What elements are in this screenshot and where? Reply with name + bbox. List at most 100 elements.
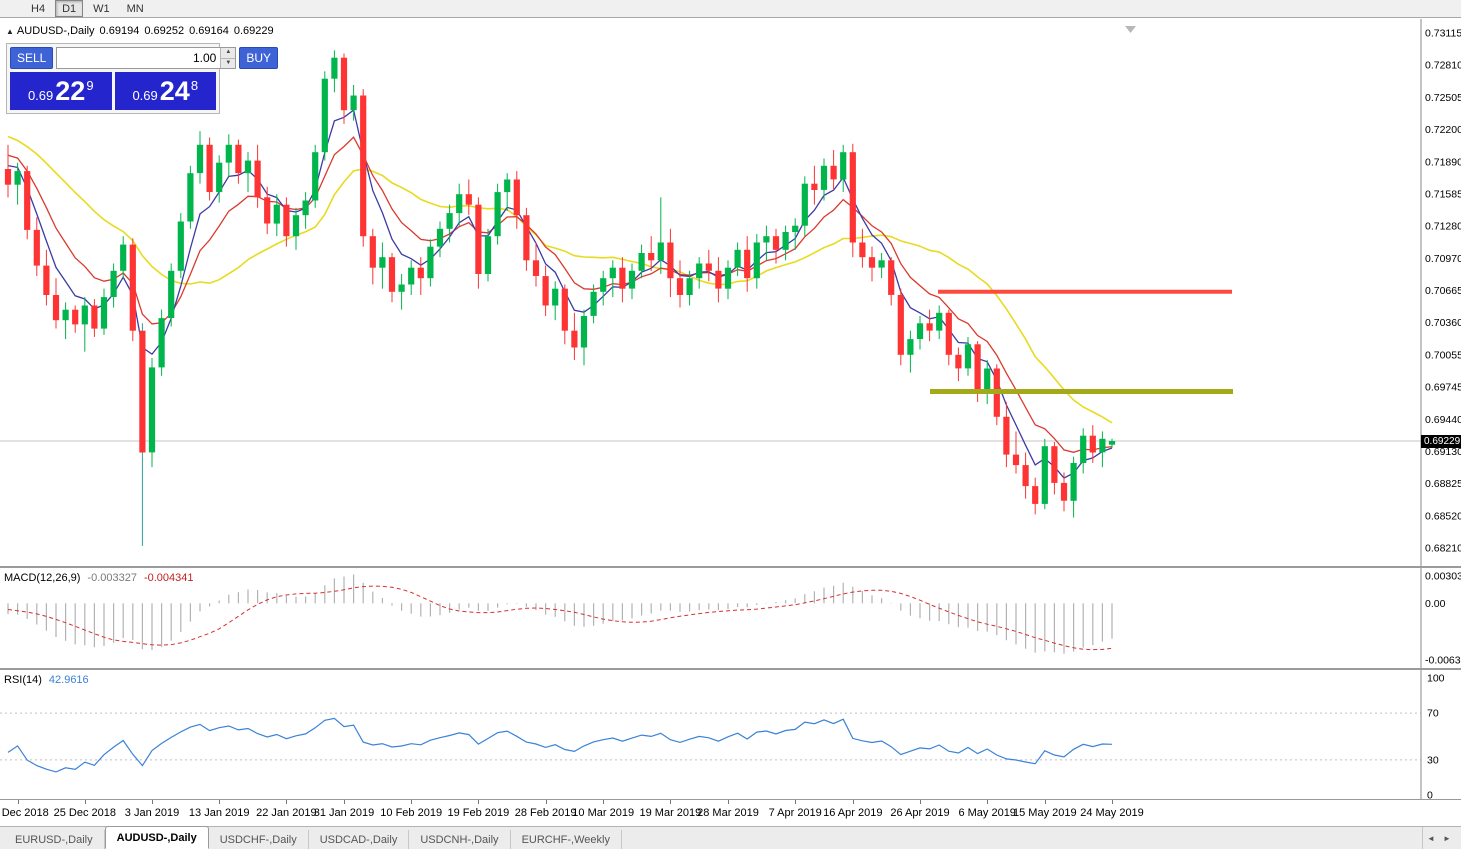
date-axis[interactable]: 16 Dec 2018 25 Dec 2018 3 Jan 2019 13 Jan 2… bbox=[0, 799, 1461, 826]
sell-price-display[interactable]: 0.69 22 9 bbox=[10, 72, 112, 110]
macd-label: MACD(12,26,9) -0.003327 -0.004341 bbox=[4, 572, 194, 584]
svg-text:0.70665: 0.70665 bbox=[1425, 285, 1461, 297]
tab-scroll-controls: ◄ ► bbox=[1422, 827, 1461, 849]
svg-text:0.70970: 0.70970 bbox=[1425, 253, 1461, 265]
ohlc-high: 0.69252 bbox=[144, 25, 185, 37]
svg-text:0.70055: 0.70055 bbox=[1425, 349, 1461, 361]
rsi-line bbox=[7, 717, 1113, 773]
price-chart-canvas[interactable]: 0.73115 0.72810 0.72505 0.72200 0.71890 0.715… bbox=[0, 19, 1461, 566]
macd-axis-labels: 0.003035 0.00 -0.006311 bbox=[1425, 571, 1461, 667]
date-tick bbox=[920, 800, 921, 804]
macd-main-value: -0.003327 bbox=[87, 572, 137, 584]
svg-text:0.72505: 0.72505 bbox=[1425, 92, 1461, 104]
date-label: 28 Mar 2019 bbox=[697, 807, 759, 819]
date-tick bbox=[478, 800, 480, 804]
chart-tab[interactable]: EURCHF-,Weekly bbox=[510, 830, 622, 849]
date-tick bbox=[728, 800, 729, 804]
date-label: 13 Jan 2019 bbox=[188, 807, 250, 819]
svg-text:0.72200: 0.72200 bbox=[1425, 124, 1461, 136]
date-label: 10 Feb 2019 bbox=[380, 807, 443, 819]
svg-text:0.68520: 0.68520 bbox=[1425, 510, 1461, 522]
date-label: 31 Jan 2019 bbox=[313, 807, 375, 819]
bid-price-tag: 0.69229 bbox=[1421, 434, 1461, 448]
chart-symbol-label: AUDUSD-,Daily bbox=[16, 25, 95, 37]
rsi-axis-labels: 100 70 30 0 bbox=[1427, 673, 1445, 800]
ohlc-low: 0.69164 bbox=[189, 25, 229, 37]
chart-tab[interactable]: EURUSD-,Daily bbox=[4, 830, 105, 849]
sell-button[interactable]: SELL bbox=[10, 47, 54, 69]
date-tick bbox=[987, 800, 989, 804]
tab-scroll-right-button[interactable]: ► bbox=[1443, 833, 1451, 843]
volume-down-button[interactable]: ▼ bbox=[221, 58, 236, 68]
svg-text:0.00: 0.00 bbox=[1425, 598, 1446, 610]
date-label: 10 Mar 2019 bbox=[572, 807, 635, 819]
date-tick bbox=[1112, 800, 1113, 804]
date-tick bbox=[17, 800, 19, 804]
date-label: 16 Apr 2019 bbox=[823, 807, 883, 819]
one-click-trade-panel: SELL ▲ ▼ BUY 0.69 22 9 0.69 bbox=[6, 43, 279, 114]
macd-signal-line bbox=[7, 585, 1113, 651]
date-label: 24 May 2019 bbox=[1080, 807, 1144, 819]
ohlc-close: 0.69229 bbox=[233, 25, 274, 37]
date-label: 19 Feb 2019 bbox=[447, 807, 510, 819]
ma-fast-line bbox=[7, 108, 1113, 479]
chart-tab[interactable]: USDCNH-,Daily bbox=[409, 830, 511, 849]
ma-mid-line bbox=[7, 136, 1113, 453]
price-chart-panel[interactable]: 0.73115 0.72810 0.72505 0.72200 0.71890 0.715… bbox=[0, 19, 1461, 566]
date-tick bbox=[344, 800, 345, 804]
timeframe-toolbar: H4 D1 W1 MN bbox=[0, 0, 1461, 18]
date-label: 6 May 2019 bbox=[958, 807, 1016, 819]
volume-field: ▲ ▼ bbox=[56, 47, 237, 69]
date-label: 19 Mar 2019 bbox=[639, 807, 702, 819]
buy-button[interactable]: BUY bbox=[239, 47, 279, 69]
date-label: 28 Feb 2019 bbox=[514, 807, 577, 819]
timeframe-button-d1[interactable]: D1 bbox=[55, 0, 84, 17]
date-tick bbox=[411, 800, 413, 804]
buy-price-pip: 8 bbox=[190, 77, 199, 93]
date-label: 3 Jan 2019 bbox=[124, 807, 180, 819]
date-tick bbox=[84, 800, 86, 804]
svg-text:0.70360: 0.70360 bbox=[1425, 317, 1461, 329]
volume-input[interactable] bbox=[57, 48, 221, 68]
rsi-panel[interactable]: 100 70 30 0 RSI(14) 42.9616 bbox=[0, 668, 1461, 799]
sell-price-big: 22 bbox=[55, 76, 86, 106]
svg-text:0.69440: 0.69440 bbox=[1425, 414, 1461, 426]
svg-text:0.71890: 0.71890 bbox=[1425, 156, 1461, 168]
one-click-collapse-icon[interactable]: ▲ bbox=[6, 27, 14, 36]
timeframe-button-h4[interactable]: H4 bbox=[31, 2, 46, 15]
svg-text:0.003035: 0.003035 bbox=[1425, 571, 1461, 583]
buy-price-display[interactable]: 0.69 24 8 bbox=[114, 72, 216, 110]
ohlc-open: 0.69194 bbox=[99, 25, 140, 37]
svg-text:0: 0 bbox=[1427, 790, 1433, 800]
date-tick bbox=[152, 800, 153, 804]
rsi-label: RSI(14) 42.9616 bbox=[4, 674, 89, 686]
svg-text:30: 30 bbox=[1427, 754, 1439, 766]
macd-name: MACD(12,26,9) bbox=[4, 572, 81, 584]
macd-panel[interactable]: 0.003035 0.00 -0.006311 MACD(12,26,9) -0.00… bbox=[0, 566, 1461, 668]
svg-text:0.71280: 0.71280 bbox=[1425, 221, 1461, 233]
tab-scroll-left-button[interactable]: ◄ bbox=[1427, 833, 1435, 843]
chart-tab[interactable]: USDCAD-,Daily bbox=[308, 830, 410, 849]
svg-text:0.73115: 0.73115 bbox=[1425, 28, 1461, 40]
chart-tab[interactable]: USDCHF-,Daily bbox=[208, 830, 309, 849]
timeframe-button-w1[interactable]: W1 bbox=[93, 2, 110, 15]
svg-text:70: 70 bbox=[1427, 708, 1439, 720]
svg-text:0.72810: 0.72810 bbox=[1425, 60, 1461, 72]
timeframe-button-mn[interactable]: MN bbox=[126, 2, 144, 15]
date-label: 16 Dec 2018 bbox=[0, 807, 49, 819]
date-tick bbox=[545, 800, 547, 804]
date-tick bbox=[286, 800, 288, 804]
rsi-canvas: 100 70 30 0 bbox=[0, 670, 1445, 800]
chart-shift-marker-icon[interactable] bbox=[1125, 26, 1136, 33]
rsi-name: RSI(14) bbox=[4, 674, 42, 686]
volume-up-button[interactable]: ▲ bbox=[221, 48, 236, 59]
sell-price-pip: 9 bbox=[86, 77, 94, 93]
date-label: 7 Apr 2019 bbox=[768, 807, 822, 819]
chart-tab[interactable]: AUDUSD-,Daily bbox=[104, 826, 209, 849]
date-tick bbox=[1044, 800, 1046, 804]
svg-text:0.68825: 0.68825 bbox=[1425, 478, 1461, 490]
svg-text:0.69130: 0.69130 bbox=[1425, 446, 1461, 458]
chart-title: ▲ AUDUSD-,Daily 0.69194 0.69252 0.69164 0.692… bbox=[6, 25, 279, 37]
buy-price-big: 24 bbox=[159, 76, 190, 106]
